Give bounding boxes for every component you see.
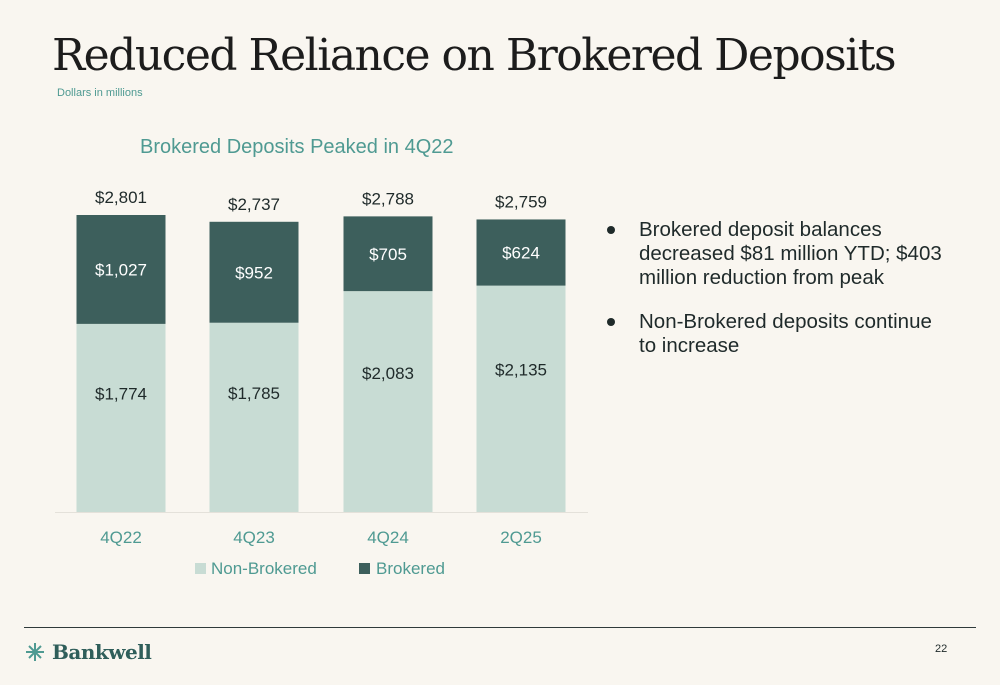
units-note: Dollars in millions (57, 87, 143, 99)
data-label-brokered: $624 (502, 244, 540, 263)
page-title: Reduced Reliance on Brokered Deposits (52, 30, 897, 81)
bullet-text: Brokered deposit balances decreased $81 … (639, 218, 942, 289)
data-label-non-brokered: $1,774 (95, 384, 147, 403)
data-label-total: $2,737 (228, 195, 280, 214)
logo-text: Bankwell (52, 640, 152, 664)
x-tick-label: 4Q22 (100, 528, 142, 547)
data-label-non-brokered: $1,785 (228, 384, 280, 403)
data-label-total: $2,801 (95, 188, 147, 207)
data-label-brokered: $705 (369, 245, 407, 264)
bankwell-logo-icon (26, 643, 44, 661)
bar-brokered (343, 216, 433, 292)
bar-brokered (209, 221, 299, 323)
bar-brokered (476, 219, 566, 286)
chart-title: Brokered Deposits Peaked in 4Q22 (140, 136, 454, 158)
bar-brokered (76, 215, 166, 324)
bar-non-brokered (476, 285, 566, 512)
bullet-item: Brokered deposit balances decreased $81 … (605, 218, 945, 290)
data-label-non-brokered: $2,083 (362, 364, 414, 383)
bullet-icon (607, 318, 615, 326)
x-tick-label: 4Q24 (367, 528, 409, 547)
x-tick-label: 4Q23 (233, 528, 275, 547)
legend-label-non-brokered: Non-Brokered (211, 559, 317, 578)
footer-divider (24, 627, 976, 628)
data-label-total: $2,759 (495, 192, 547, 211)
bankwell-logo: Bankwell (24, 639, 152, 665)
bullet-item: Non-Brokered deposits continue to increa… (605, 310, 945, 358)
x-tick-label: 2Q25 (500, 528, 542, 547)
data-label-brokered: $952 (235, 263, 273, 282)
bar-non-brokered (76, 323, 166, 512)
bullet-text: Non-Brokered deposits continue to increa… (639, 310, 932, 357)
bar-non-brokered (209, 322, 299, 512)
page-number: 22 (935, 643, 948, 655)
stacked-bar-chart: $1,774 $1,027 $2,801 4Q22 $1,785 $952 $2,737 4Q… (55, 188, 588, 578)
legend-label-brokered: Brokered (376, 559, 445, 578)
data-label-non-brokered: $2,135 (495, 360, 547, 379)
data-label-brokered: $1,027 (95, 260, 147, 279)
key-points-list: Brokered deposit balances decreased $81 … (605, 218, 945, 378)
data-label-total: $2,788 (362, 189, 414, 208)
legend-swatch-brokered (359, 563, 370, 574)
bullet-icon (607, 226, 615, 234)
legend-swatch-non-brokered (195, 563, 206, 574)
bar-non-brokered (343, 291, 433, 512)
